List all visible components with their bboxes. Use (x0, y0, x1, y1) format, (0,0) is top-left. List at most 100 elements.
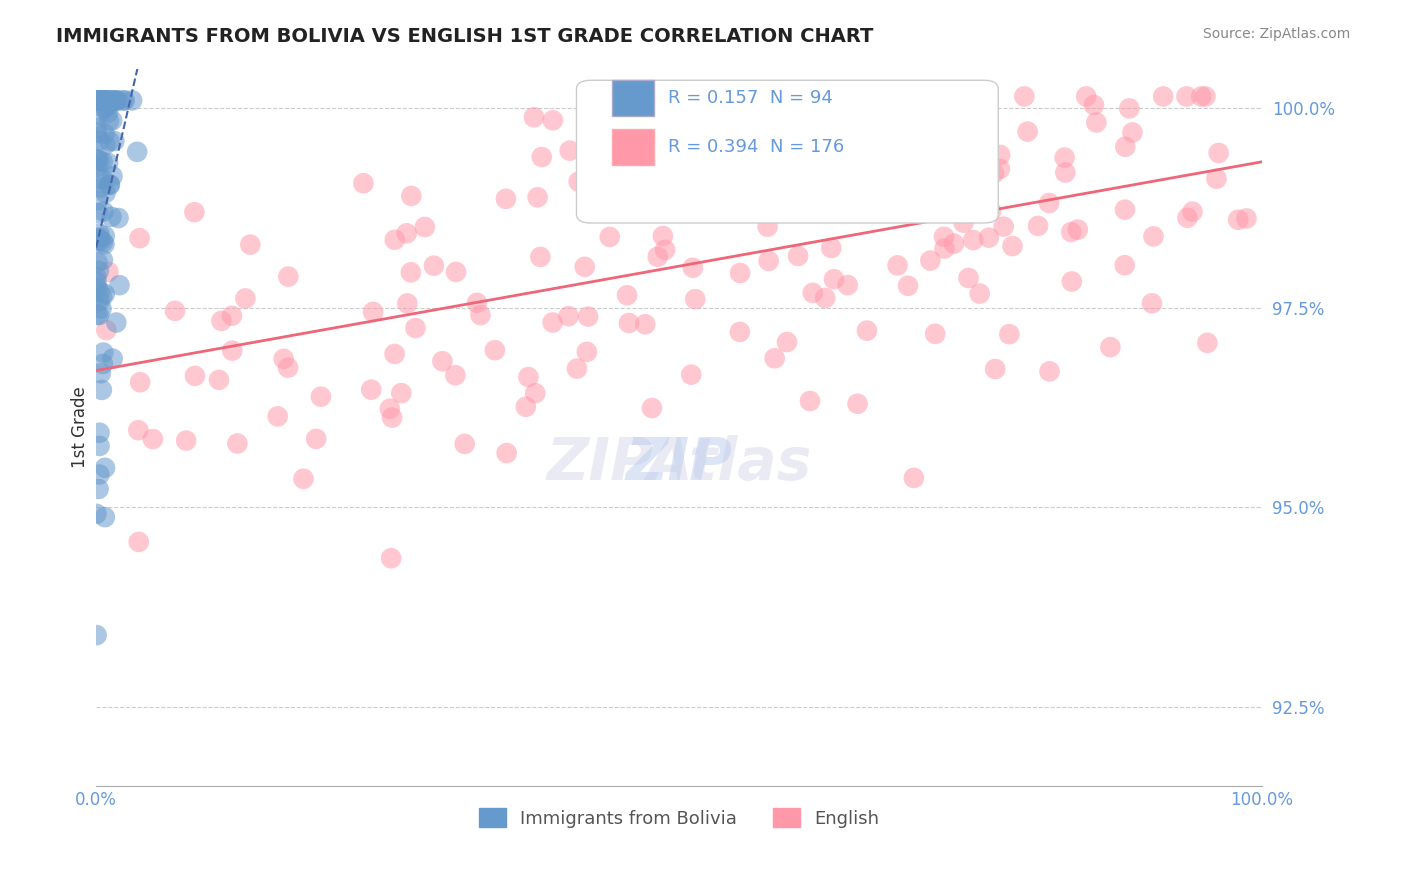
Text: ZIP: ZIP (626, 435, 733, 491)
Immigrants from Bolivia (98, 134, 121, 148)
Immigrants from Bolivia (107, 211, 129, 225)
English (776, 334, 799, 349)
Immigrants from Bolivia (97, 106, 120, 120)
Text: IMMIGRANTS FROM BOLIVIA VS ENGLISH 1ST GRADE CORRELATION CHART: IMMIGRANTS FROM BOLIVIA VS ENGLISH 1ST G… (56, 27, 873, 45)
English (1014, 89, 1036, 103)
English (208, 373, 231, 387)
English (799, 394, 821, 409)
English (1038, 196, 1060, 211)
Immigrants from Bolivia (90, 301, 112, 316)
Y-axis label: 1st Grade: 1st Grade (72, 386, 89, 468)
Immigrants from Bolivia (86, 160, 108, 174)
English (378, 401, 401, 416)
Immigrants from Bolivia (101, 169, 124, 184)
English (651, 229, 673, 244)
English (851, 174, 873, 188)
Immigrants from Bolivia (89, 153, 111, 168)
English (1236, 211, 1258, 226)
Immigrants from Bolivia (90, 180, 112, 194)
Immigrants from Bolivia (86, 231, 108, 245)
English (619, 89, 641, 103)
English (401, 189, 423, 203)
English (523, 110, 546, 124)
English (903, 471, 925, 485)
Immigrants from Bolivia (93, 94, 115, 108)
English (292, 472, 315, 486)
Immigrants from Bolivia (94, 460, 117, 475)
English (617, 316, 640, 330)
English (831, 130, 853, 145)
English (163, 304, 186, 318)
English (814, 202, 837, 217)
English (381, 410, 404, 425)
English (678, 101, 700, 115)
Immigrants from Bolivia (90, 366, 112, 380)
English (664, 155, 686, 169)
Immigrants from Bolivia (89, 134, 111, 148)
Immigrants from Bolivia (101, 94, 124, 108)
Text: R = 0.394  N = 176: R = 0.394 N = 176 (668, 138, 844, 156)
Immigrants from Bolivia (89, 94, 111, 108)
English (541, 113, 564, 128)
English (977, 230, 1000, 244)
English (1114, 139, 1136, 153)
Immigrants from Bolivia (89, 94, 111, 108)
English (277, 360, 299, 375)
English (872, 89, 894, 103)
English (897, 278, 920, 293)
English (1152, 89, 1174, 103)
English (666, 125, 689, 139)
English (128, 534, 150, 549)
Immigrants from Bolivia (101, 351, 124, 366)
Immigrants from Bolivia (94, 137, 117, 152)
English (142, 432, 165, 446)
Immigrants from Bolivia (98, 114, 121, 128)
English (384, 233, 406, 247)
English (616, 288, 638, 302)
English (1017, 125, 1039, 139)
English (530, 150, 553, 164)
Immigrants from Bolivia (87, 264, 110, 278)
English (935, 116, 957, 130)
Immigrants from Bolivia (87, 152, 110, 166)
English (1205, 171, 1227, 186)
English (834, 95, 856, 109)
English (1038, 364, 1060, 378)
Immigrants from Bolivia (93, 228, 115, 243)
English (695, 189, 717, 203)
English (763, 351, 786, 366)
English (495, 192, 517, 206)
English (96, 323, 118, 337)
English (823, 272, 845, 286)
Immigrants from Bolivia (89, 172, 111, 186)
English (801, 285, 824, 300)
English (1085, 115, 1108, 129)
English (266, 409, 288, 424)
English (1197, 335, 1219, 350)
English (1076, 89, 1098, 103)
Immigrants from Bolivia (86, 281, 108, 295)
Immigrants from Bolivia (87, 107, 110, 121)
Immigrants from Bolivia (86, 194, 108, 208)
Immigrants from Bolivia (89, 439, 111, 453)
English (682, 260, 704, 275)
English (1175, 89, 1198, 103)
English (360, 383, 382, 397)
English (924, 326, 946, 341)
Immigrants from Bolivia (112, 94, 135, 108)
English (889, 199, 911, 213)
English (361, 305, 384, 319)
Immigrants from Bolivia (127, 145, 149, 159)
English (127, 423, 149, 437)
English (866, 89, 889, 103)
English (1142, 229, 1164, 244)
English (574, 260, 596, 274)
Immigrants from Bolivia (89, 94, 111, 108)
Immigrants from Bolivia (108, 278, 131, 293)
English (495, 446, 517, 460)
English (453, 437, 475, 451)
English (957, 271, 980, 285)
English (932, 229, 955, 244)
English (524, 386, 547, 401)
Immigrants from Bolivia (90, 233, 112, 247)
